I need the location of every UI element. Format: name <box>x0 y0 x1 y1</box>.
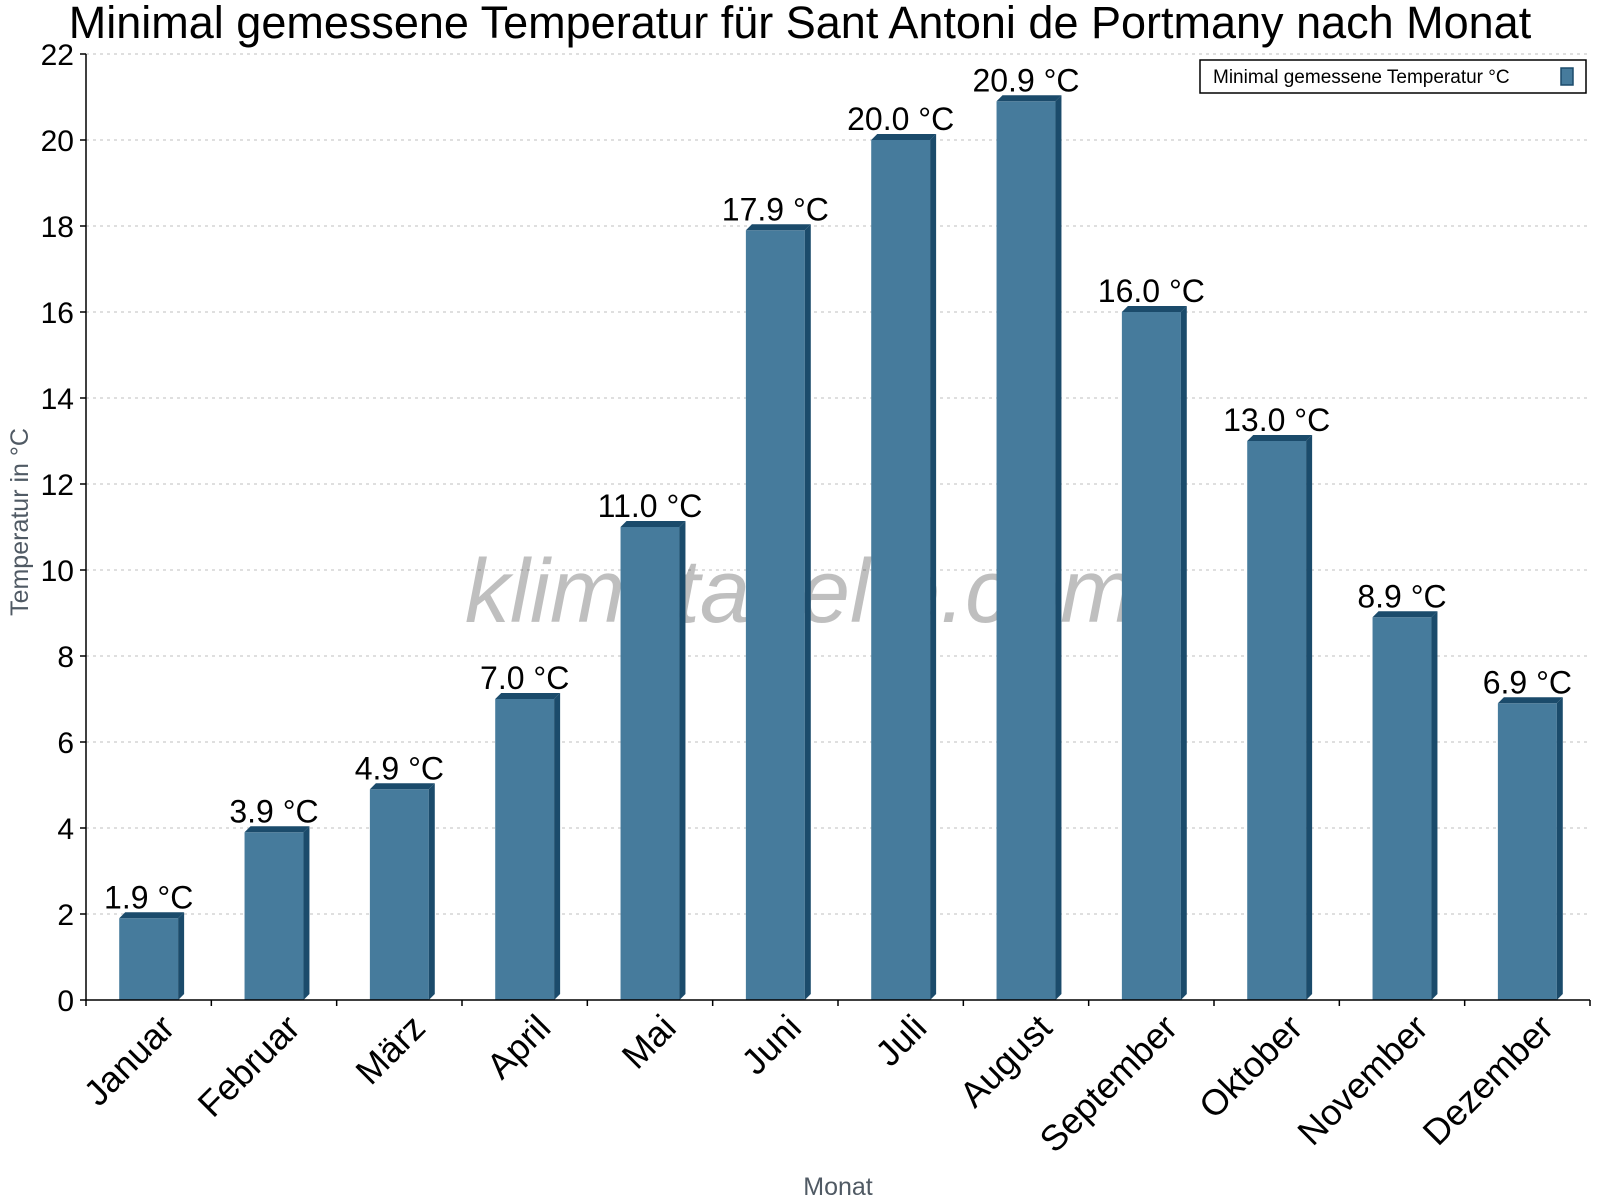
y-tick-label: 14 <box>41 383 74 416</box>
bar <box>244 832 304 1000</box>
bar <box>1247 441 1307 1000</box>
y-tick-label: 10 <box>41 555 74 588</box>
data-label: 13.0 °C <box>1223 402 1330 438</box>
x-tick-label: Juni <box>733 1007 809 1083</box>
chart-title: Minimal gemessene Temperatur für Sant An… <box>69 0 1532 48</box>
x-tick-label: Mai <box>614 1007 684 1077</box>
data-label: 20.9 °C <box>972 62 1079 98</box>
x-tick-label: Juli <box>867 1007 934 1074</box>
bar-side <box>178 912 185 1000</box>
data-label: 11.0 °C <box>598 488 703 524</box>
data-label: 8.9 °C <box>1357 578 1446 614</box>
bar <box>1121 312 1181 1000</box>
bar-group: 7.0 °C <box>480 660 569 1000</box>
bar-group: 17.9 °C <box>722 191 829 1001</box>
data-label: 20.0 °C <box>847 101 954 137</box>
bar <box>871 140 931 1000</box>
y-tick-label: 2 <box>57 899 74 932</box>
bar <box>996 101 1056 1001</box>
data-label: 1.9 °C <box>104 879 193 915</box>
data-label: 6.9 °C <box>1483 664 1572 700</box>
x-tick-labels: Januar Februar März April Mai Juni Juli AugustS… <box>75 1007 1561 1161</box>
x-tick-label: März <box>347 1007 433 1093</box>
bar <box>495 699 555 1000</box>
x-tick-label: April <box>478 1007 558 1087</box>
bar <box>745 230 805 1001</box>
bar-side <box>1055 95 1062 1001</box>
data-label: 7.0 °C <box>480 660 569 696</box>
bar <box>1497 703 1557 1000</box>
bar-top <box>1497 697 1563 704</box>
bar-group: 20.0 °C <box>847 101 954 1000</box>
x-tick-label: August <box>951 1007 1059 1115</box>
x-tick-label: Oktober <box>1191 1007 1311 1127</box>
bar-top <box>1247 435 1313 441</box>
bar-side <box>804 224 811 1001</box>
bar-side <box>428 783 435 1000</box>
bar-top <box>369 783 435 790</box>
x-tick-label: September <box>1031 1007 1185 1161</box>
y-tick-label: 4 <box>57 813 74 846</box>
y-tick-label: 18 <box>41 211 74 244</box>
bar-side <box>303 826 310 1000</box>
legend-box <box>1199 59 1587 94</box>
bar-group: 11.0 °C <box>598 488 703 1000</box>
bar-side <box>554 693 561 1000</box>
x-tick-label: Januar <box>75 1007 182 1114</box>
x-tick-label: Februar <box>190 1007 308 1125</box>
bar-group: 20.9 °C <box>972 62 1080 1001</box>
bar <box>119 918 179 1000</box>
x-axis-title: Monat <box>803 1173 873 1200</box>
bar-top <box>119 912 185 919</box>
bar-side <box>1431 611 1438 1000</box>
data-label: 4.9 °C <box>355 750 444 786</box>
bar-side <box>1556 697 1563 1000</box>
y-tick-label: 22 <box>41 39 74 72</box>
legend-swatch <box>1560 67 1574 86</box>
bar-top <box>244 826 310 833</box>
y-axis-title: Temperatur in °C <box>6 428 34 616</box>
grid <box>86 53 1590 915</box>
bar <box>369 789 429 1000</box>
y-tick-label: 16 <box>41 297 74 330</box>
bar <box>620 527 680 1000</box>
bar-group: 6.9 °C <box>1483 664 1572 1000</box>
bar-group: 13.0 °C <box>1223 402 1330 1000</box>
bar-top <box>1121 306 1187 312</box>
bar-group: 16.0 °C <box>1098 273 1205 1000</box>
bar-group: 3.9 °C <box>229 793 319 1000</box>
bar-side <box>679 521 686 1000</box>
data-label: 3.9 °C <box>229 793 318 829</box>
axes <box>80 53 1591 1006</box>
bar-top <box>495 693 561 699</box>
y-tick-labels: 0 2 4 6 8 10 12 14 16 18 20 22 <box>41 39 74 1018</box>
y-tick-label: 6 <box>57 727 74 760</box>
bar-group: 8.9 °C <box>1357 578 1447 1000</box>
bar-side <box>930 134 937 1000</box>
bar-side <box>1306 435 1313 1000</box>
bar-group: 4.9 °C <box>355 750 444 1000</box>
bar-top <box>996 95 1062 102</box>
bar-top <box>745 224 811 231</box>
data-label: 17.9 °C <box>722 191 829 227</box>
data-label: 16.0 °C <box>1098 273 1205 309</box>
x-tick-label: Dezember <box>1415 1007 1561 1153</box>
bar-top <box>620 521 686 527</box>
y-tick-label: 12 <box>41 469 74 502</box>
x-tick-label: November <box>1289 1007 1435 1153</box>
legend: Minimal gemessene Temperatur °C <box>1199 59 1587 94</box>
y-tick-label: 8 <box>57 641 74 674</box>
y-tick-label: 0 <box>57 985 74 1018</box>
bar-top <box>1372 611 1438 618</box>
bar-top <box>871 134 937 140</box>
y-tick-label: 20 <box>41 125 74 158</box>
legend-label: Minimal gemessene Temperatur °C <box>1213 67 1510 88</box>
bar-side <box>1180 306 1187 1000</box>
bar <box>1372 617 1432 1000</box>
bar-group: 1.9 °C <box>104 879 193 1000</box>
bars: 1.9 °C 3.9 °C 4.9 °C 7.0 °C 11.0 °C 17.9 °C 20… <box>104 62 1572 1001</box>
